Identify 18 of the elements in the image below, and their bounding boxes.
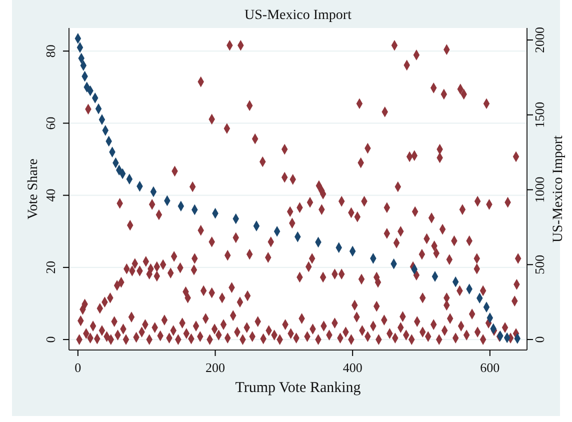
y-tick-label: 80 [43,44,58,58]
y-tick-label: 0 [43,336,58,343]
x-tick-label: 200 [206,360,226,375]
y-axis-title: Vote Share [26,158,41,220]
y2-axis-title: US-Mexico Import [551,135,566,242]
x-tick-label: 400 [342,360,362,375]
y2-tick-label: 2000 [532,26,548,53]
y2-tick-label: 500 [532,254,548,274]
y2-tick-label: 1500 [532,102,548,128]
y-tick-label: 40 [43,188,58,202]
x-tick-label: 0 [74,360,82,375]
y-tick-label: 60 [43,116,58,130]
x-tick-label: 600 [480,360,500,375]
y-tick-label: 20 [43,260,58,274]
chart-title: US-Mexico Import [244,8,352,23]
y2-tick-label: 1000 [532,176,548,203]
y2-tick-label: 0 [532,336,548,343]
x-axis-title: Trump Vote Ranking [235,380,362,396]
